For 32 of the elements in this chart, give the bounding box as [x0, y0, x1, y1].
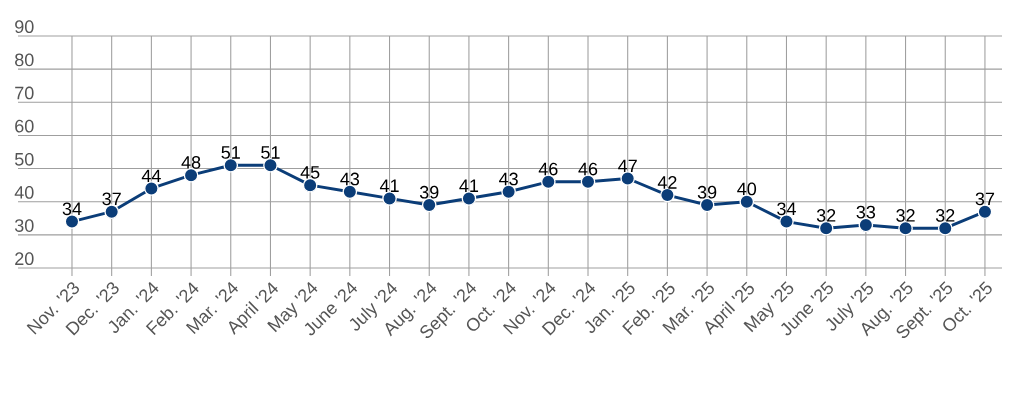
y-tick-label: 30	[14, 219, 34, 232]
data-label: 51	[261, 146, 280, 159]
y-tick-label: 70	[15, 86, 34, 100]
data-label: 51	[221, 146, 240, 159]
data-label: 48	[181, 156, 201, 169]
data-label: 32	[935, 209, 955, 222]
data-label: 47	[618, 159, 637, 173]
data-label: 37	[102, 192, 121, 206]
y-tick-label: 80	[15, 53, 34, 67]
data-label: 44	[141, 169, 161, 183]
data-label: 42	[657, 176, 677, 189]
data-label: 33	[856, 205, 876, 219]
data-label: 46	[538, 162, 558, 176]
data-label: 41	[379, 179, 399, 192]
y-tick-label: 60	[15, 119, 34, 133]
y-tick-label: 90	[15, 20, 34, 34]
data-label: 32	[816, 209, 836, 222]
data-label: 43	[499, 172, 518, 186]
data-label: 46	[578, 162, 598, 176]
y-tick-label: 50	[14, 152, 34, 166]
data-label: 32	[896, 209, 915, 222]
y-tick-label: 20	[15, 252, 34, 266]
data-label: 39	[419, 185, 439, 199]
data-label: 39	[697, 185, 717, 199]
data-label: 41	[459, 179, 479, 192]
y-tick-label: 40	[14, 186, 34, 199]
data-label: 34	[777, 202, 796, 216]
data-label: 34	[62, 202, 82, 216]
data-label: 37	[975, 192, 995, 206]
data-label: 43	[340, 172, 360, 186]
data-label: 40	[737, 182, 757, 196]
data-label: 45	[300, 166, 320, 179]
